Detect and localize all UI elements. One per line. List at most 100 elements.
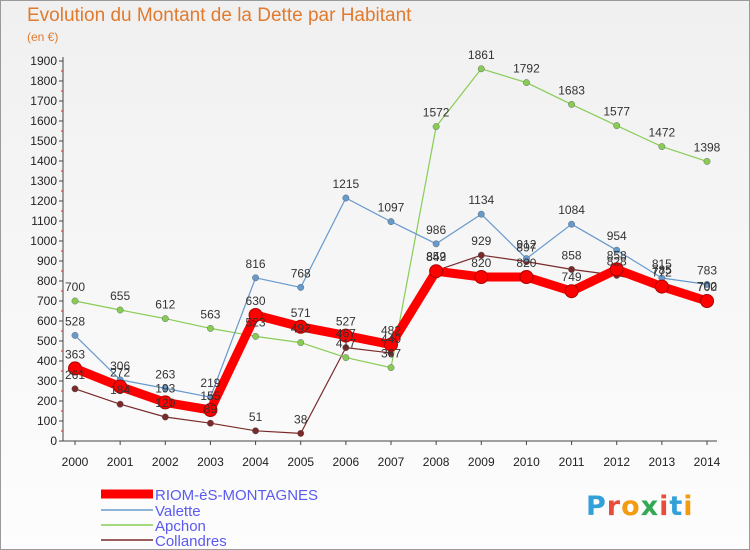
data-point (342, 344, 350, 351)
data-point (71, 331, 79, 339)
data-label: 51 (249, 410, 263, 424)
data-label: 849 (426, 250, 446, 264)
data-point (654, 279, 669, 294)
data-point (113, 379, 128, 394)
data-label: 1683 (558, 83, 585, 97)
data-label: 363 (65, 347, 85, 361)
data-point (248, 308, 263, 322)
data-label: 1215 (333, 177, 360, 191)
data-label: 155 (200, 389, 220, 403)
data-label: 1097 (378, 201, 405, 215)
data-point (161, 315, 169, 322)
data-point (297, 339, 305, 346)
data-label: 785 (652, 263, 672, 277)
data-label: 367 (381, 347, 401, 361)
data-label: 120 (155, 396, 175, 410)
x-tick-label: 2004 (242, 455, 269, 469)
data-point (252, 274, 259, 282)
data-point (477, 251, 485, 259)
data-label: 772 (652, 266, 672, 280)
data-point (161, 384, 169, 392)
logo-letter: x (640, 491, 660, 522)
data-label: 820 (471, 256, 491, 270)
data-label: 527 (336, 315, 356, 329)
data-label: 630 (246, 294, 266, 308)
data-point (568, 265, 575, 273)
data-label: 193 (155, 381, 175, 395)
y-tick-label: 500 (37, 334, 57, 348)
data-point (161, 413, 169, 421)
y-tick-label: 400 (37, 354, 57, 368)
data-point (297, 429, 305, 437)
data-point (158, 395, 173, 410)
data-point (703, 280, 711, 288)
data-point (116, 400, 124, 408)
data-label: 852 (426, 250, 446, 264)
data-label: 467 (336, 327, 356, 341)
logo-letter: P (586, 491, 607, 522)
data-point (116, 306, 124, 314)
data-point (252, 427, 259, 435)
data-point (523, 79, 530, 87)
x-tick-label: 2003 (197, 455, 224, 469)
data-label: 563 (200, 307, 220, 321)
data-label: 702 (697, 280, 717, 294)
data-label: 528 (65, 314, 85, 328)
data-label: 1472 (649, 126, 676, 140)
data-label: 749 (562, 270, 582, 284)
data-label: 768 (291, 266, 311, 280)
data-label: 89 (204, 402, 218, 416)
data-point (384, 337, 398, 352)
data-label: 858 (607, 248, 627, 262)
legend-label: Valette (155, 503, 201, 520)
y-tick-label: 0 (50, 434, 57, 448)
data-label: 929 (471, 234, 491, 248)
data-point (203, 403, 218, 417)
x-tick-label: 2000 (62, 455, 89, 469)
data-point (207, 324, 214, 332)
y-tick-label: 1600 (30, 114, 57, 128)
data-point (297, 283, 305, 291)
data-label: 820 (516, 256, 536, 270)
data-label: 1572 (423, 106, 450, 120)
y-tick-label: 300 (37, 374, 57, 388)
data-point (609, 262, 624, 277)
x-tick-label: 2001 (107, 455, 134, 469)
x-tick-label: 2009 (468, 455, 495, 469)
data-label: 1084 (558, 203, 585, 217)
y-tick-label: 1000 (30, 234, 57, 248)
data-point (432, 123, 440, 131)
data-point (523, 255, 530, 263)
x-tick-label: 2002 (152, 455, 179, 469)
y-tick-label: 1100 (31, 214, 57, 228)
y-tick-label: 600 (37, 314, 57, 328)
legend-label: Apchon (155, 518, 206, 535)
chart-subtitle: (en €) (27, 30, 59, 44)
y-tick-label: 1200 (30, 194, 57, 208)
y-tick-label: 700 (37, 294, 57, 308)
x-tick-label: 2008 (423, 455, 450, 469)
data-label: 571 (291, 306, 311, 320)
data-label: 954 (607, 229, 627, 243)
legend-label: RIOM-èS-MONTAGNES (155, 487, 318, 504)
logo-letter: r (606, 491, 622, 522)
data-point (387, 218, 395, 226)
data-label: 38 (294, 412, 308, 426)
data-label: 482 (381, 324, 401, 338)
x-tick-label: 2013 (649, 455, 676, 469)
data-point (432, 240, 440, 248)
data-point (703, 157, 711, 165)
y-tick-label: 1900 (30, 54, 57, 68)
data-point (568, 101, 575, 108)
x-tick-label: 2007 (378, 455, 405, 469)
data-label: 1792 (513, 62, 540, 76)
data-label: 815 (652, 257, 672, 271)
data-label: 263 (155, 367, 175, 381)
data-point (477, 65, 485, 73)
data-label: 523 (246, 315, 266, 329)
data-label: 986 (426, 223, 446, 237)
data-point (568, 220, 575, 228)
data-point (293, 319, 308, 334)
data-label: 612 (155, 298, 175, 312)
